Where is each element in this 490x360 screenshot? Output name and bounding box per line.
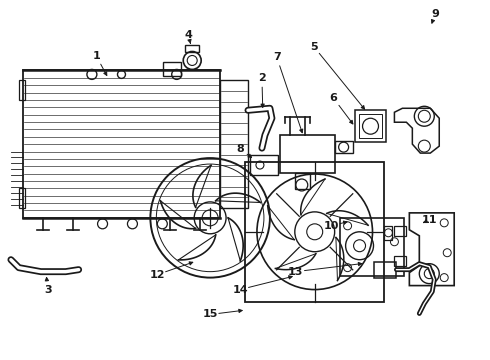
Bar (374, 262, 396, 278)
Bar (340, 218, 404, 276)
Text: 5: 5 (310, 41, 318, 51)
Bar (355, 110, 387, 142)
Text: 3: 3 (44, 284, 51, 294)
Text: 14: 14 (232, 284, 248, 294)
Text: 9: 9 (431, 9, 439, 19)
Bar (250, 155, 278, 175)
Bar (335, 141, 353, 153)
Bar (163, 62, 181, 76)
Bar (19, 188, 25, 208)
Text: 11: 11 (421, 215, 437, 225)
Text: 13: 13 (288, 267, 303, 276)
Bar (19, 80, 25, 100)
Bar (394, 226, 406, 236)
Bar (385, 226, 392, 240)
Text: 1: 1 (93, 51, 100, 62)
Text: 7: 7 (273, 53, 281, 63)
Bar (359, 114, 383, 138)
Bar (220, 80, 248, 208)
Text: 2: 2 (258, 73, 266, 84)
Text: 6: 6 (330, 93, 338, 103)
Bar (394, 256, 406, 266)
Bar (245, 162, 385, 302)
Text: 4: 4 (184, 30, 192, 40)
Bar (280, 135, 335, 173)
Bar (23, 71, 220, 218)
Text: 12: 12 (149, 270, 165, 280)
Text: 10: 10 (324, 221, 340, 231)
Text: 15: 15 (202, 310, 218, 319)
Bar (295, 173, 310, 189)
Text: 8: 8 (236, 144, 244, 154)
Bar (185, 45, 199, 53)
